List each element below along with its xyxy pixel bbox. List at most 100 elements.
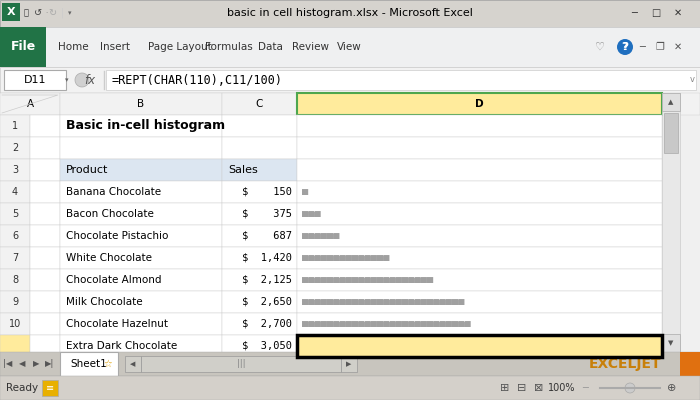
Text: ▼: ▼ [668,340,673,346]
Text: □: □ [652,8,661,18]
Text: White Chocolate: White Chocolate [66,253,152,263]
Text: Basic in-cell histogram: Basic in-cell histogram [66,120,225,132]
Text: $  2,650: $ 2,650 [242,297,292,307]
Bar [341,356,357,372]
Bar [0,335,30,357]
Bar [0,247,30,269]
Bar [30,115,60,137]
Text: ⊠: ⊠ [534,383,544,393]
Text: ▾: ▾ [65,77,69,83]
Bar [0,27,46,67]
Text: C: C [256,99,263,109]
Bar [60,313,222,335]
Bar [0,291,30,313]
Text: $  1,420: $ 1,420 [242,253,292,263]
Text: A: A [27,99,34,109]
Bar [297,291,662,313]
Bar [2,3,20,21]
Bar [60,93,222,115]
Bar [30,159,60,181]
Bar [222,159,297,181]
Text: 9: 9 [12,297,18,307]
Bar [30,379,60,400]
Bar [222,379,297,400]
Bar [297,181,662,203]
Bar [30,181,60,203]
Bar [60,247,222,269]
Text: ≡: ≡ [46,383,54,393]
Text: View: View [337,42,362,52]
Text: fx: fx [85,74,96,86]
Text: ─: ─ [582,383,588,393]
Bar [30,247,60,269]
Bar [222,115,297,137]
Bar [0,93,700,115]
Bar [60,269,222,291]
Text: Review: Review [292,42,329,52]
Bar [662,93,680,352]
Bar [297,203,662,225]
Bar [30,203,60,225]
Bar [0,0,700,27]
Text: X: X [7,7,15,17]
Circle shape [617,39,633,55]
Text: $  3,050: $ 3,050 [242,341,292,351]
Bar [60,357,222,379]
Bar [664,113,678,153]
Text: 4: 4 [12,187,18,197]
Text: Chocolate Pistachio: Chocolate Pistachio [66,231,169,241]
Bar [60,225,222,247]
Text: v: v [690,76,694,84]
Text: ■■■■■■■■■■■■■■■■■■■■■■■■■■: ■■■■■■■■■■■■■■■■■■■■■■■■■■ [302,297,465,307]
Bar [222,137,297,159]
Text: ▶: ▶ [346,361,351,367]
Text: Formulas: Formulas [205,42,253,52]
Bar [0,67,700,93]
Bar [30,357,60,379]
Bar [222,247,297,269]
Text: |: | [60,8,64,18]
Text: Product: Product [66,165,108,175]
Bar [222,93,297,115]
Text: ■■■■■■: ■■■■■■ [302,231,340,241]
Text: 2: 2 [12,143,18,153]
Text: ?: ? [622,42,628,52]
Bar [0,352,700,376]
Text: 6: 6 [12,231,18,241]
Text: ↺: ↺ [34,8,42,18]
Text: 5: 5 [12,209,18,219]
Bar [297,225,662,247]
Text: Data: Data [258,42,283,52]
Text: Chocolate Hazelnut: Chocolate Hazelnut [66,319,168,329]
Bar [297,313,662,335]
Text: Sheet1: Sheet1 [71,359,107,369]
Text: Insert: Insert [100,42,130,52]
Text: ─: ─ [631,8,637,18]
Bar [60,115,222,137]
Text: ◀: ◀ [130,361,136,367]
Text: ·: · [45,10,47,16]
Bar [297,335,662,357]
Text: $    150: $ 150 [242,187,292,197]
Text: EXCELJET: EXCELJET [589,357,661,371]
Bar [30,269,60,291]
Text: Home: Home [58,42,89,52]
Bar [30,313,60,335]
Text: ▶: ▶ [33,360,39,368]
Bar [680,352,700,376]
Bar [42,380,58,396]
Text: ■■■■■■■■■■■■■■: ■■■■■■■■■■■■■■ [302,253,389,263]
Bar [141,356,341,372]
Bar [222,313,297,335]
Bar [125,356,141,372]
Bar [30,291,60,313]
Text: 3: 3 [12,165,18,175]
Bar [106,70,696,90]
Text: 100%: 100% [548,383,575,393]
Text: ❐: ❐ [656,42,664,52]
Text: ■■■■■■■■■■■■■■■■■■■■■■■■■■■■■■: ■■■■■■■■■■■■■■■■■■■■■■■■■■■■■■ [302,341,489,351]
Text: ■■■■■■■■■■■■■■■■■■■■■: ■■■■■■■■■■■■■■■■■■■■■ [302,275,433,285]
Bar [30,335,60,357]
Text: 10: 10 [9,319,21,329]
Bar [30,137,60,159]
